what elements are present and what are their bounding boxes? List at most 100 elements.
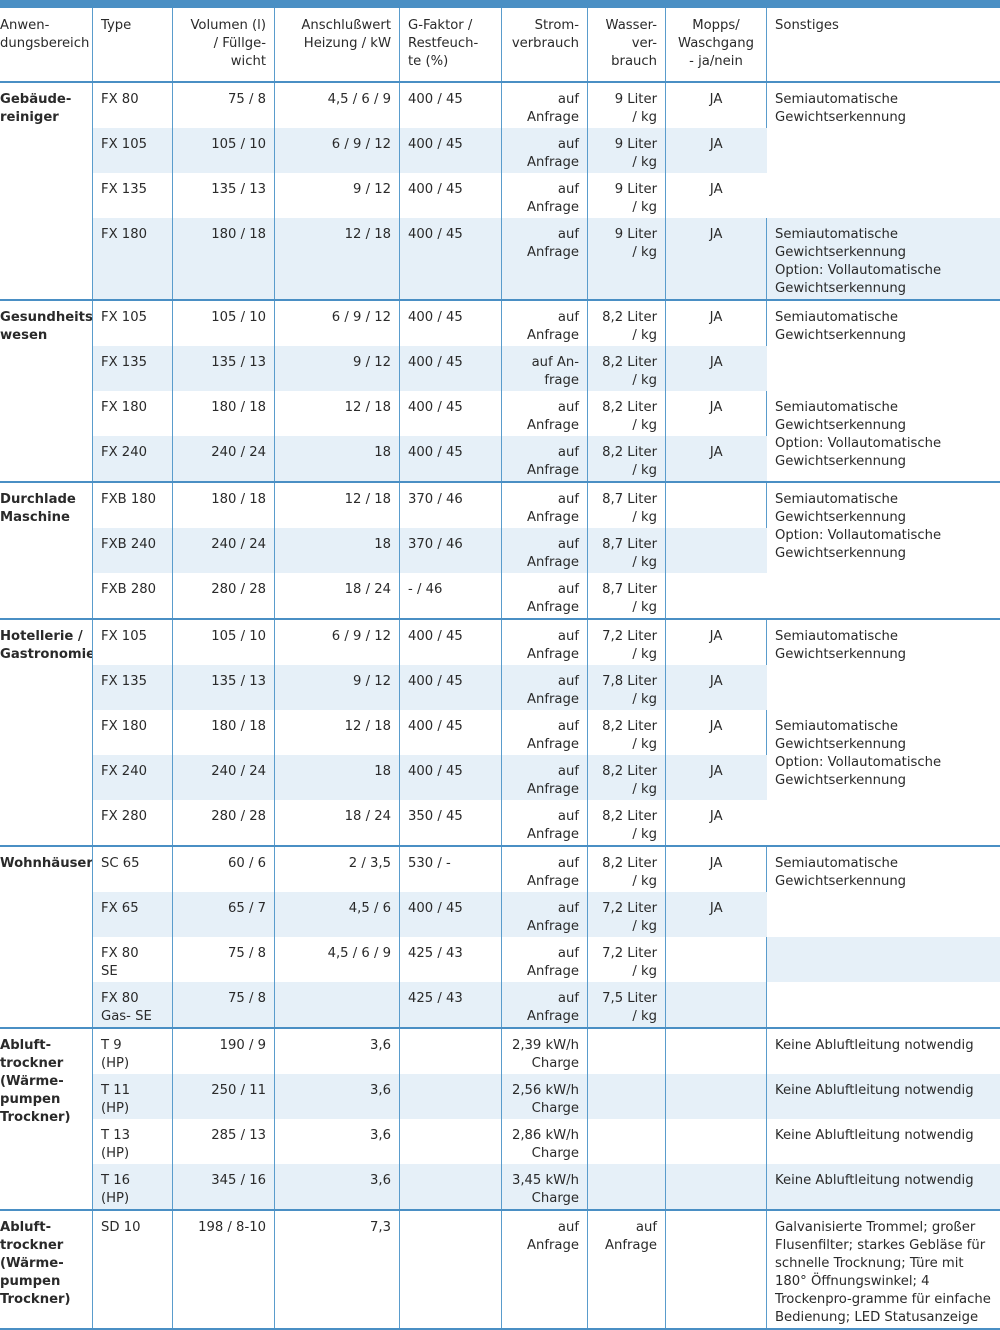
volume-cell: 75 / 8 [173, 82, 275, 128]
type-cell: FXB 280 [93, 573, 173, 619]
header-cell: Volumen (l) / Füllge- wicht [173, 8, 275, 82]
power-cell: auf Anfrage [502, 937, 588, 982]
water-cell [588, 1119, 666, 1164]
header-cell: Type [93, 8, 173, 82]
category-cell: Abluft- trockner (Wärme- pumpen Trockner… [0, 1210, 93, 1329]
type-cell: SD 10 [93, 1210, 173, 1329]
water-cell: 9 Liter / kg [588, 173, 666, 218]
heating-cell: 3,6 [275, 1164, 400, 1210]
gfactor-cell: 400 / 45 [400, 128, 502, 173]
mopps-cell: JA [666, 391, 767, 436]
header-cell: Mopps/ Waschgang - ja/nein [666, 8, 767, 82]
volume-cell: 345 / 16 [173, 1164, 275, 1210]
type-cell: SC 65 [93, 846, 173, 892]
mopps-cell: JA [666, 436, 767, 482]
gfactor-cell [400, 1074, 502, 1119]
category-cell: Gesundheits- wesen [0, 300, 93, 482]
heating-cell: 18 [275, 436, 400, 482]
water-cell: 8,2 Liter / kg [588, 755, 666, 800]
water-cell: 8,7 Liter / kg [588, 528, 666, 573]
type-cell: FX 105 [93, 300, 173, 346]
type-cell: FX 240 [93, 755, 173, 800]
heating-cell: 4,5 / 6 [275, 892, 400, 937]
mopps-cell [666, 1119, 767, 1164]
volume-cell: 180 / 18 [173, 482, 275, 528]
volume-cell: 105 / 10 [173, 128, 275, 173]
volume-cell: 105 / 10 [173, 300, 275, 346]
category-cell: Hotellerie / Gastronomie [0, 619, 93, 846]
type-cell: FX 240 [93, 436, 173, 482]
mopps-cell [666, 573, 767, 619]
gfactor-cell: 400 / 45 [400, 436, 502, 482]
mopps-cell [666, 1028, 767, 1074]
volume-cell: 240 / 24 [173, 528, 275, 573]
heating-cell: 3,6 [275, 1028, 400, 1074]
type-cell: FX 135 [93, 665, 173, 710]
header-cell: Anwen- dungsbereich [0, 8, 93, 82]
table-row: Abluft- trockner (Wärme- pumpen Trockner… [0, 1210, 1000, 1329]
power-cell: auf Anfrage [502, 1210, 588, 1329]
gfactor-cell: 425 / 43 [400, 937, 502, 982]
gfactor-cell: 400 / 45 [400, 218, 502, 300]
notes-cell [767, 937, 1000, 982]
type-cell: FX 80 SE [93, 937, 173, 982]
power-cell: auf Anfrage [502, 300, 588, 346]
gfactor-cell: 400 / 45 [400, 619, 502, 665]
heating-cell: 7,3 [275, 1210, 400, 1329]
volume-cell: 135 / 13 [173, 346, 275, 391]
heating-cell: 12 / 18 [275, 218, 400, 300]
mopps-cell [666, 482, 767, 528]
mopps-cell [666, 982, 767, 1028]
heating-cell: 3,6 [275, 1119, 400, 1164]
volume-cell: 285 / 13 [173, 1119, 275, 1164]
heating-cell: 9 / 12 [275, 173, 400, 218]
mopps-cell: JA [666, 346, 767, 391]
type-cell: T 9 (HP) [93, 1028, 173, 1074]
mopps-cell: JA [666, 755, 767, 800]
power-cell: auf Anfrage [502, 800, 588, 846]
water-cell: 9 Liter / kg [588, 82, 666, 128]
mopps-cell: JA [666, 710, 767, 755]
gfactor-cell: 400 / 45 [400, 755, 502, 800]
volume-cell: 60 / 6 [173, 846, 275, 892]
notes-cell: Semiautomatische Gewichtserkennung [767, 82, 1000, 218]
type-cell: FX 105 [93, 619, 173, 665]
volume-cell: 190 / 9 [173, 1028, 275, 1074]
table-row: Abluft- trockner (Wärme- pumpen Trockner… [0, 1028, 1000, 1074]
water-cell: 8,2 Liter / kg [588, 391, 666, 436]
volume-cell: 180 / 18 [173, 391, 275, 436]
notes-cell: Semiautomatische Gewichtserkennung Optio… [767, 218, 1000, 300]
header-cell: Strom- verbrauch [502, 8, 588, 82]
volume-cell: 135 / 13 [173, 665, 275, 710]
mopps-cell: JA [666, 218, 767, 300]
gfactor-cell [400, 1028, 502, 1074]
heating-cell: 4,5 / 6 / 9 [275, 82, 400, 128]
mopps-cell [666, 1210, 767, 1329]
notes-cell: Semiautomatische Gewichtserkennung [767, 619, 1000, 710]
heating-cell: 6 / 9 / 12 [275, 619, 400, 665]
water-cell: 7,2 Liter / kg [588, 892, 666, 937]
gfactor-cell: 400 / 45 [400, 892, 502, 937]
power-cell: 3,45 kW/h Charge [502, 1164, 588, 1210]
power-cell: auf Anfrage [502, 436, 588, 482]
type-cell: T 16 (HP) [93, 1164, 173, 1210]
heating-cell: 6 / 9 / 12 [275, 300, 400, 346]
notes-cell: Keine Abluftleitung notwendig [767, 1028, 1000, 1074]
volume-cell: 240 / 24 [173, 436, 275, 482]
power-cell: auf Anfrage [502, 573, 588, 619]
mopps-cell: JA [666, 619, 767, 665]
type-cell: FX 180 [93, 391, 173, 436]
volume-cell: 280 / 28 [173, 573, 275, 619]
volume-cell: 198 / 8-10 [173, 1210, 275, 1329]
water-cell [588, 1164, 666, 1210]
heating-cell: 2 / 3,5 [275, 846, 400, 892]
heating-cell: 18 / 24 [275, 800, 400, 846]
mopps-cell: JA [666, 800, 767, 846]
